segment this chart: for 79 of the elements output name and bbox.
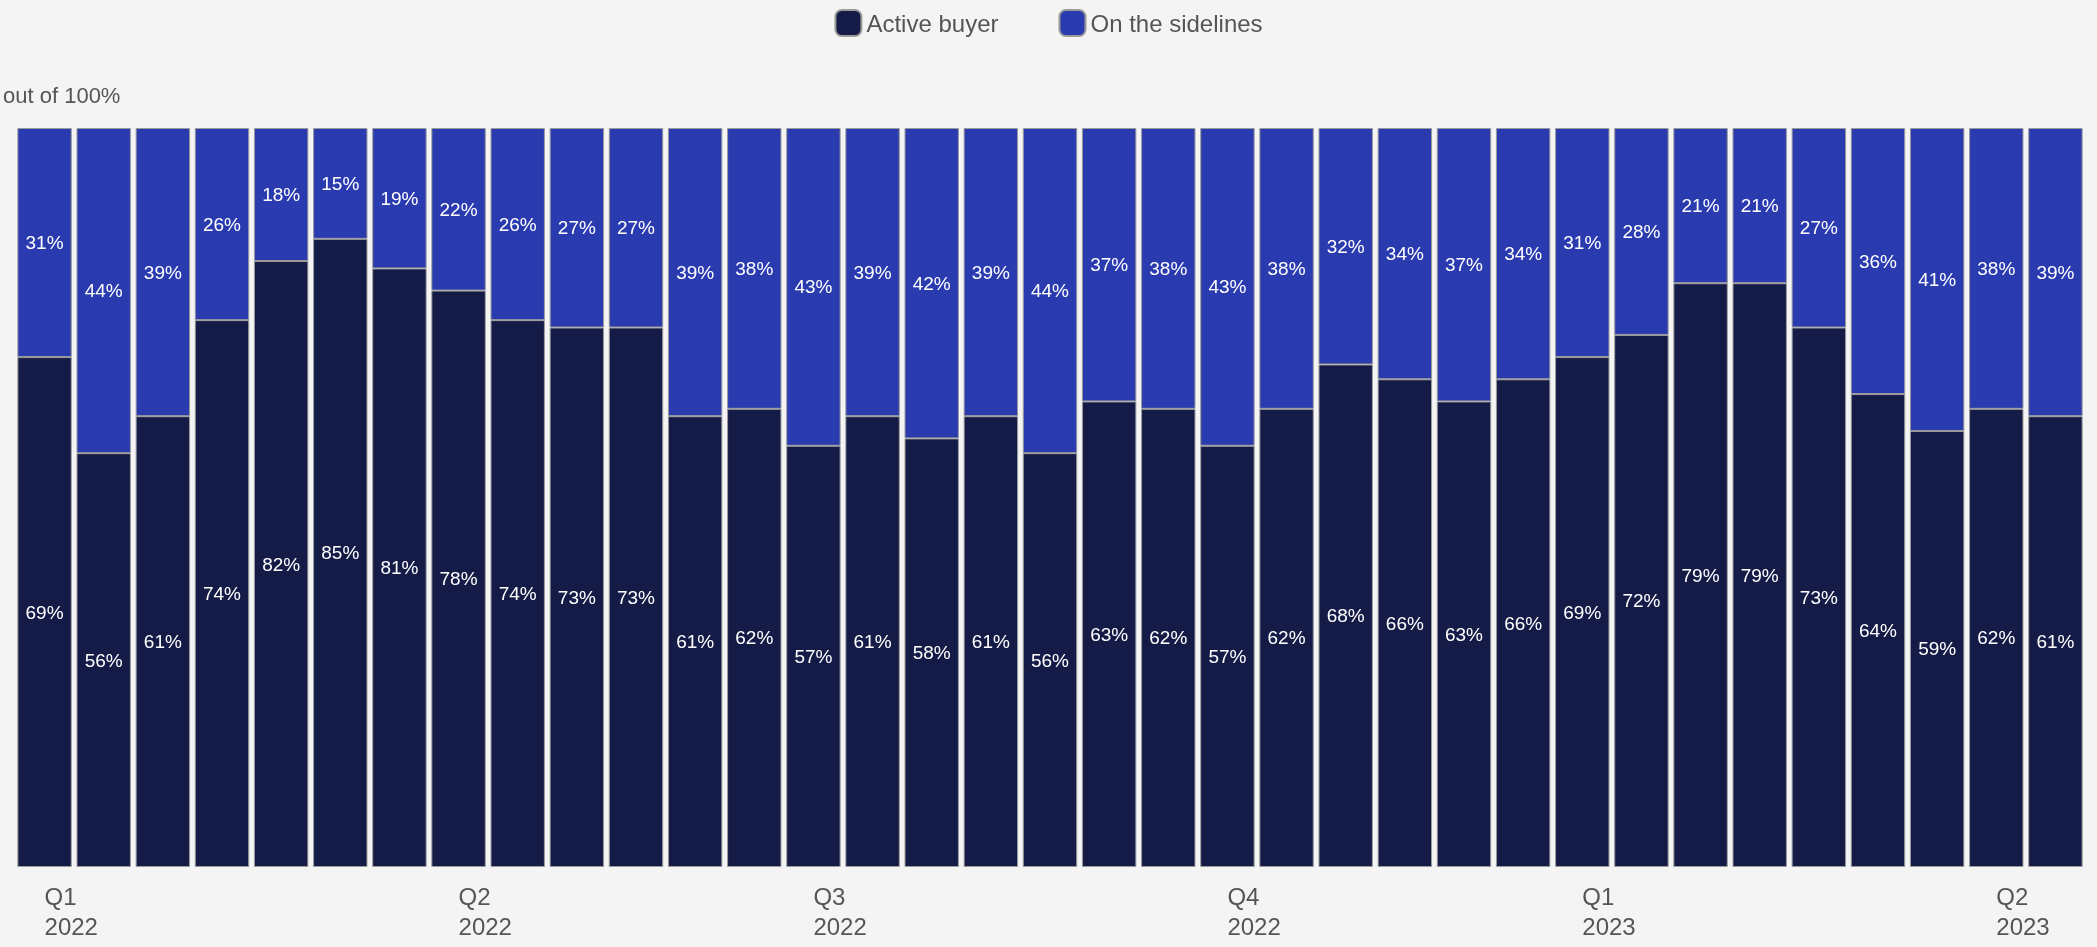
data-label: 63% [1444,623,1484,645]
y-axis-title: out of 100% [3,82,121,108]
data-label: 66% [1504,612,1543,634]
data-label: 63% [1090,623,1129,645]
data-label: 36% [1858,250,1898,272]
data-label: 37% [1444,254,1484,276]
data-label: 42% [912,272,951,294]
data-label: 39% [853,261,892,283]
data-label: 41% [1918,268,1957,290]
data-label: 74% [202,583,242,605]
data-label: 38% [1267,257,1306,279]
data-label: 27% [557,217,596,239]
data-label: 59% [1918,638,1957,660]
data-label: 39% [143,261,182,283]
x-tick-label: Q3 2022 [813,882,867,940]
x-tick-label: Q4 2022 [1227,882,1281,940]
data-label: 15% [321,172,360,194]
legend-label: On the sidelines [1090,9,1263,37]
data-label: 62% [1267,627,1306,649]
data-label: 39% [971,261,1010,283]
data-label: 26% [498,213,537,235]
data-label: 85% [321,542,360,564]
data-label: 19% [380,187,419,209]
data-label: 57% [794,645,833,667]
data-label: 27% [1799,217,1838,239]
data-label: 73% [616,586,656,608]
data-label: 44% [1030,280,1070,302]
data-label: 79% [1740,564,1779,586]
data-label: 44% [84,280,123,302]
data-label: 66% [1385,612,1424,634]
data-label: 21% [1681,195,1720,217]
data-label: 27% [616,217,656,239]
data-label: 22% [439,198,478,220]
data-label: 38% [1977,257,2016,279]
data-label: 18% [262,184,301,206]
data-label: 78% [439,568,478,590]
data-label: 31% [1563,232,1602,254]
data-label: 43% [794,276,833,298]
data-label: 32% [1326,235,1365,257]
legend-label: Active buyer [866,9,999,37]
data-label: 39% [676,261,715,283]
data-label: 28% [1622,220,1661,242]
data-label: 73% [557,586,596,608]
data-label: 56% [84,649,123,671]
data-label: 68% [1326,605,1365,627]
data-label: 34% [1504,243,1543,265]
data-label: 61% [971,631,1010,653]
x-tick-label: Q2 2022 [458,882,512,940]
data-label: 72% [1622,590,1661,612]
data-label: 56% [1030,649,1070,671]
data-label: 61% [143,631,182,653]
data-label: 74% [498,583,537,605]
data-label: 61% [676,631,715,653]
data-label: 62% [1149,627,1188,649]
data-label: 57% [1208,645,1247,667]
data-label: 31% [25,232,64,254]
data-label: 61% [2036,631,2075,653]
x-tick-label: Q1 2022 [44,882,98,940]
data-label: 37% [1090,254,1129,276]
data-label: 38% [1149,257,1188,279]
data-label: 26% [202,213,242,235]
data-label: 69% [1563,601,1602,623]
data-label: 21% [1740,195,1779,217]
x-tick-label: Q1 2023 [1582,882,1636,940]
data-label: 73% [1799,586,1838,608]
data-label: 69% [25,601,64,623]
x-tick-label: Q2 2023 [1996,882,2050,940]
data-label: 62% [1977,627,2016,649]
data-label: 81% [380,557,419,579]
data-label: 34% [1385,243,1424,265]
data-label: 64% [1858,620,1898,642]
data-label: 79% [1681,564,1720,586]
data-label: 38% [735,257,774,279]
data-label: 61% [853,631,892,653]
data-label: 58% [912,642,951,664]
data-label: 43% [1208,276,1247,298]
data-label: 62% [735,627,774,649]
data-label: 82% [262,553,301,575]
data-label: 39% [2036,261,2075,283]
